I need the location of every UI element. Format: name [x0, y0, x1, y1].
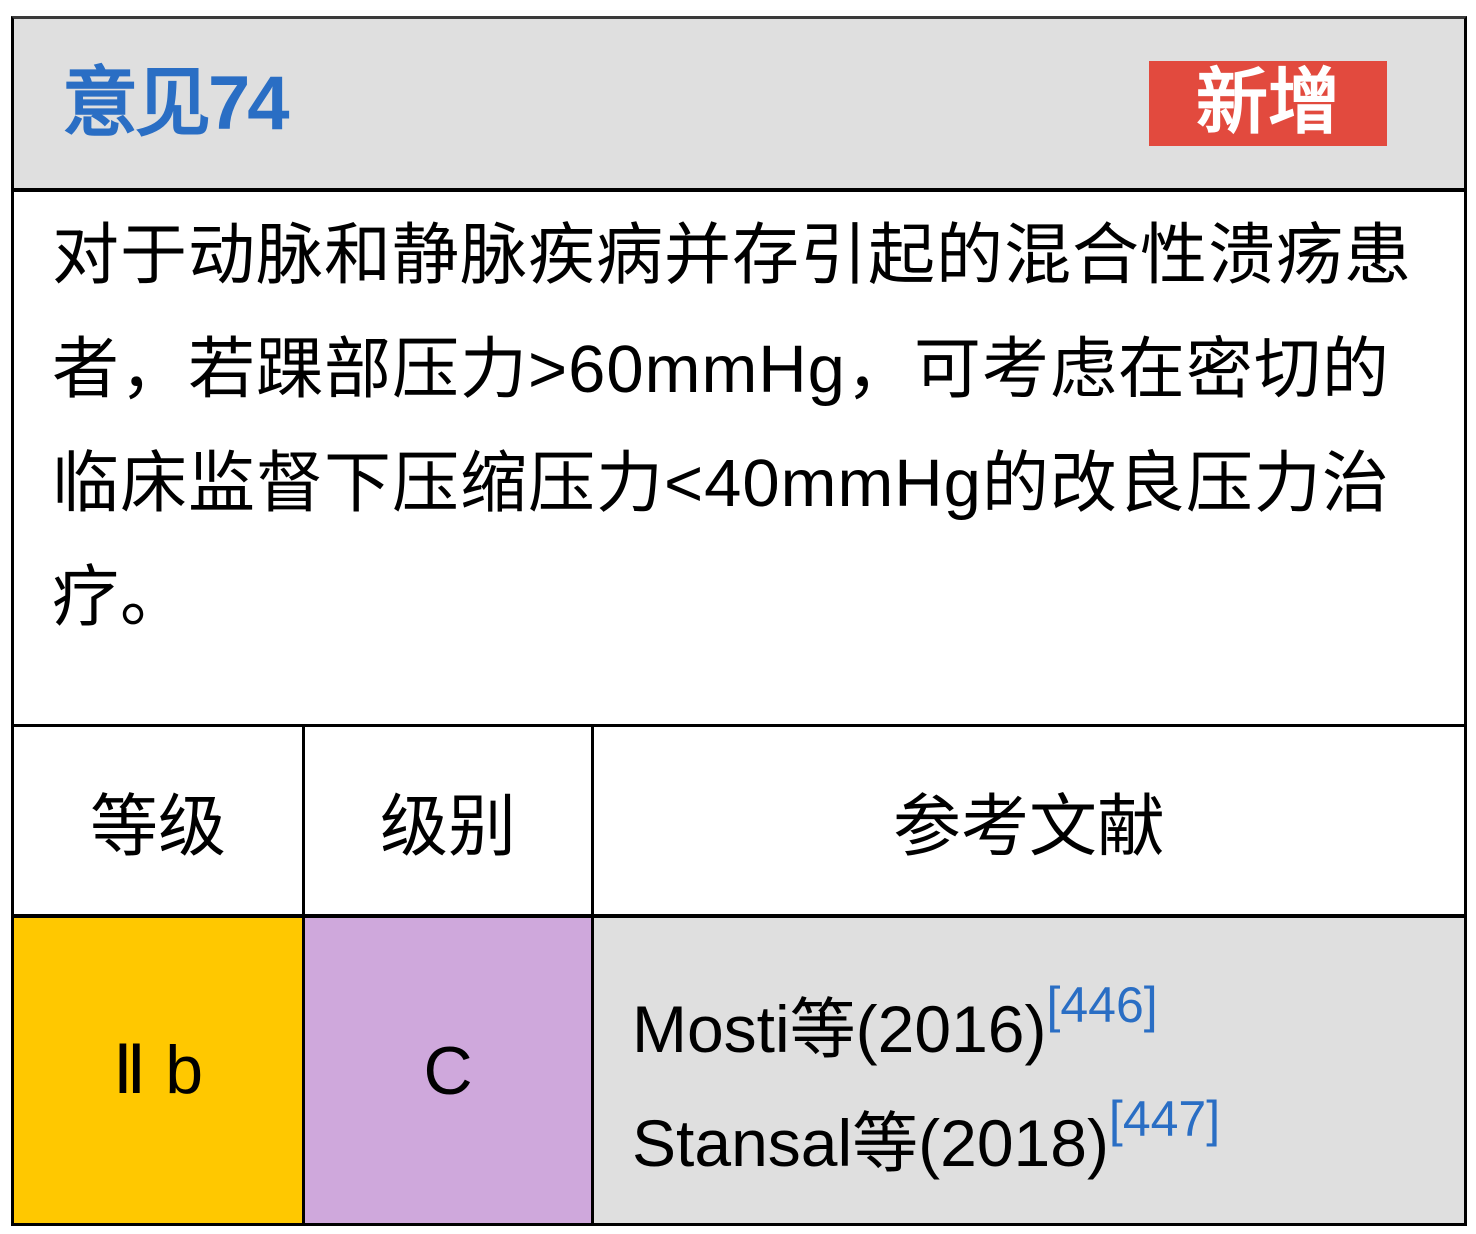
- references-cell: Mosti等(2016)[446] Stansal等(2018)[447]: [594, 918, 1464, 1223]
- header-references: 参考文献: [892, 789, 1165, 865]
- reference-item: Stansal等(2018)[447]: [632, 1090, 1220, 1186]
- divider: [14, 914, 1464, 918]
- grade-value: Ⅱ b: [14, 918, 302, 1223]
- citation-link[interactable]: [447]: [1108, 1091, 1221, 1147]
- header-grade: 等级: [89, 789, 226, 865]
- recommendation-title: 意见74: [62, 61, 290, 146]
- level-value: C: [305, 918, 591, 1223]
- column-divider: [302, 724, 305, 1223]
- reference-item: Mosti等(2016)[446]: [632, 976, 1158, 1072]
- citation-link[interactable]: [446]: [1046, 977, 1158, 1033]
- column-divider: [591, 724, 594, 1223]
- reference-text: Stansal等(2018): [632, 1106, 1109, 1180]
- header-level: 级别: [379, 789, 516, 865]
- card-header: 意见74 新增: [14, 19, 1464, 192]
- recommendation-text: 对于动脉和静脉疾病并存引起的混合性溃疡患者，若踝部压力>60mmHg，可考虑在密…: [52, 218, 1412, 635]
- recommendation-card: 意见74 新增 对于动脉和静脉疾病并存引起的混合性溃疡患者，若踝部压力>60mm…: [11, 16, 1467, 1226]
- divider: [14, 724, 1464, 727]
- reference-text: Mosti等(2016): [632, 992, 1047, 1066]
- new-badge: 新增: [1149, 61, 1387, 146]
